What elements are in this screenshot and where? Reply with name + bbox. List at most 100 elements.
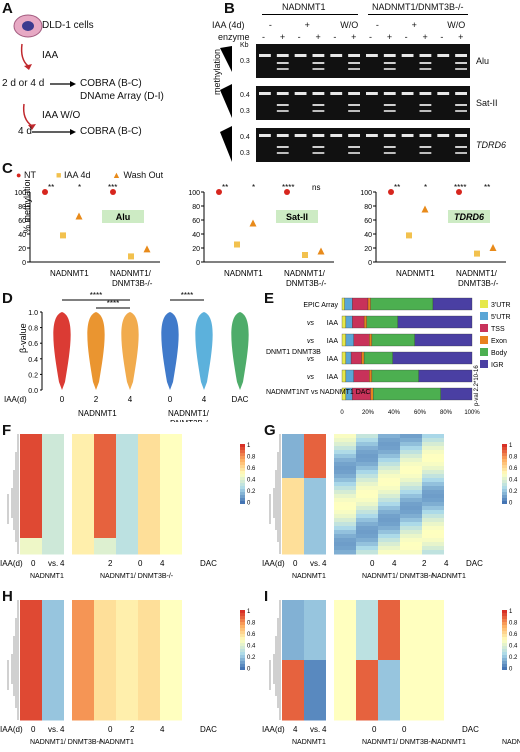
heatmap-cell	[94, 684, 116, 689]
heatmap-cell	[356, 692, 378, 697]
heatmap-cell	[378, 712, 400, 717]
heatmap-cell	[334, 534, 356, 539]
heatmap-cell	[378, 692, 400, 697]
heatmap-cell	[94, 466, 116, 471]
heatmap-cell	[334, 498, 356, 503]
heatmap-cell	[20, 704, 42, 709]
heatmap-cell	[94, 474, 116, 479]
scale-label: 1	[247, 443, 251, 449]
panel-label-b: B	[224, 0, 235, 17]
heatmap-cell	[94, 612, 116, 617]
heatmap-cell	[160, 644, 182, 649]
heatmap-cell	[356, 680, 378, 685]
heatmap-cell	[422, 546, 444, 551]
heatmap-cell	[356, 620, 378, 625]
scale-label: 0.6	[509, 632, 518, 638]
heatmap-cell	[20, 624, 42, 629]
heatmap-cell	[356, 458, 378, 463]
d-group-1: NADNMT1	[78, 409, 117, 418]
scale-cell	[502, 468, 507, 471]
heatmap-cell	[356, 716, 378, 721]
e-xtick: 60%	[414, 410, 427, 416]
heatmap-cell	[378, 676, 400, 681]
scale-cell	[502, 483, 507, 486]
heatmap-cell	[72, 506, 94, 511]
heatmap-cell	[20, 474, 42, 479]
d-group-2b: DNMT3B-/-	[170, 419, 211, 422]
scale-cell	[240, 652, 245, 655]
e-segment	[369, 369, 373, 383]
panel-label-h: H	[2, 588, 13, 605]
heatmap-cell	[20, 550, 42, 555]
c-xlabel-2: NADNMT1/	[456, 269, 498, 278]
heatmap-cell	[378, 542, 400, 547]
heatmap-cell	[94, 534, 116, 539]
heatmap-cell	[282, 462, 304, 467]
heatmap-cell	[42, 704, 64, 709]
heatmap-cell	[282, 442, 304, 447]
heatmap-cell	[20, 644, 42, 649]
heatmap-cell	[378, 458, 400, 463]
heatmap-cell	[116, 458, 138, 463]
heatmap-cell	[356, 494, 378, 499]
heatmap-label: 0	[108, 725, 113, 734]
scale-label: 0.2	[247, 655, 256, 661]
heatmap-cell	[400, 600, 422, 605]
heatmap-cell	[138, 640, 160, 645]
heatmap-cell	[138, 474, 160, 479]
e-pval: p-val 2.2*10-16	[474, 365, 480, 406]
heatmap-label: 0	[402, 725, 407, 734]
heatmap-xrow: IAA(d)	[0, 725, 23, 734]
heatmap-cell	[116, 672, 138, 677]
scale-cell	[240, 459, 245, 462]
heatmap-cell	[400, 664, 422, 669]
heatmap-cell	[160, 616, 182, 621]
gel-band	[312, 134, 325, 137]
heatmap-cell	[422, 612, 444, 617]
heatmap-cell	[400, 624, 422, 629]
heatmap-cell	[160, 462, 182, 467]
scale-cell	[502, 619, 507, 622]
d-ytick: 0.2	[28, 372, 38, 379]
heatmap-cell	[334, 672, 356, 677]
heatmap-cell	[138, 530, 160, 535]
heatmap-cell	[356, 534, 378, 539]
panel-label-a: A	[2, 0, 13, 17]
heatmap-label: DAC	[200, 559, 217, 568]
heatmap-cell	[72, 672, 94, 677]
heatmap-label: vs.	[310, 559, 320, 568]
heatmap-cell	[94, 604, 116, 609]
heatmap-cell	[138, 696, 160, 701]
scale-cell	[240, 462, 245, 465]
e-row-label: IAA	[327, 338, 339, 345]
heatmap-cell	[334, 510, 356, 515]
d-group-2: NADNMT1/	[168, 409, 210, 418]
heatmap-cell	[356, 474, 378, 479]
scale-cell	[240, 450, 245, 453]
heatmap-cell	[334, 716, 356, 721]
tdrd6-tick-1: 0.4	[240, 134, 250, 141]
heatmap-group: NADNMT1	[432, 739, 466, 746]
heatmap-cell	[116, 454, 138, 459]
heatmap-cell	[334, 652, 356, 657]
c-point-wo	[489, 244, 497, 251]
heatmap-cell	[334, 458, 356, 463]
heatmap-cell	[138, 454, 160, 459]
heatmap-cell	[138, 632, 160, 637]
heatmap-cell	[356, 640, 378, 645]
heatmap-cell	[334, 502, 356, 507]
heatmap-label: DAC	[462, 725, 479, 734]
heatmap-cell	[356, 506, 378, 511]
heatmap-cell	[116, 692, 138, 697]
heatmap-cell	[334, 454, 356, 459]
heatmap-cell	[138, 676, 160, 681]
c-sig: *	[424, 183, 427, 192]
heatmap-cell	[94, 530, 116, 535]
heatmap-cell	[282, 692, 304, 697]
c-ytick: 40	[192, 232, 200, 239]
c-sig: **	[48, 183, 54, 192]
heatmap-cell	[282, 664, 304, 669]
heatmap-cell	[400, 644, 422, 649]
heatmap-label: vs.	[48, 725, 58, 734]
c-xlabel-2: NADNMT1/	[110, 269, 152, 278]
